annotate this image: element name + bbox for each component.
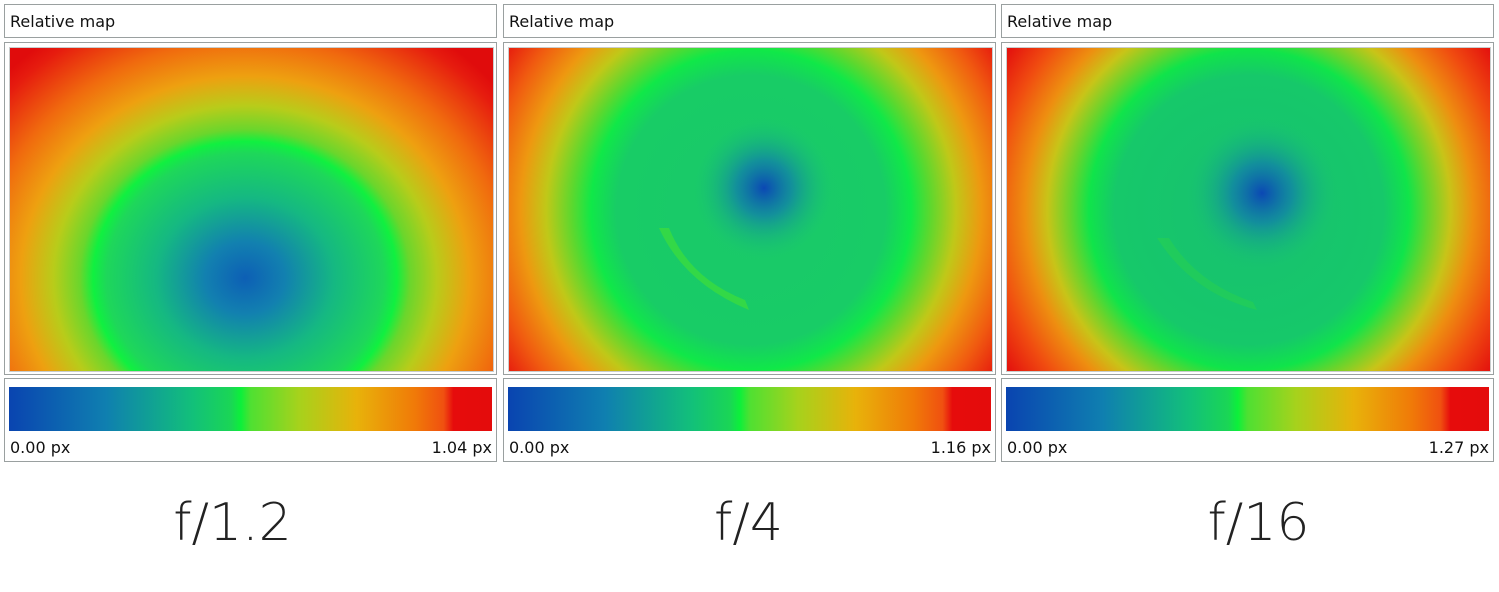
panel-title: Relative map [1007,12,1113,31]
scale-min-label: 0.00 px [509,438,570,457]
relative-heatmap[interactable] [9,47,494,372]
aperture-label: f/1.2 [173,493,292,553]
scale-max-label: 1.27 px [1428,438,1489,457]
panel-titlebar: Relative map [4,4,497,38]
panel-titlebar: Relative map [1001,4,1494,38]
color-scale-legend: 0.00 px 1.04 px [4,378,497,462]
aperture-label: f/4 [714,493,783,553]
color-scale-bar [9,387,492,431]
heatmap-frame [503,42,996,375]
panel-title: Relative map [10,12,116,31]
scale-min-label: 0.00 px [10,438,71,457]
heatmap-frame [1001,42,1494,375]
scale-max-label: 1.04 px [431,438,492,457]
heatmap-frame [4,42,497,375]
scale-min-label: 0.00 px [1007,438,1068,457]
panel-title: Relative map [509,12,615,31]
color-scale-bar [1006,387,1489,431]
relative-heatmap[interactable] [1006,47,1491,372]
aperture-label: f/16 [1207,493,1310,553]
scale-max-label: 1.16 px [930,438,991,457]
color-scale-legend: 0.00 px 1.16 px [503,378,996,462]
color-scale-bar [508,387,991,431]
panel-titlebar: Relative map [503,4,996,38]
color-scale-legend: 0.00 px 1.27 px [1001,378,1494,462]
relative-heatmap[interactable] [508,47,993,372]
